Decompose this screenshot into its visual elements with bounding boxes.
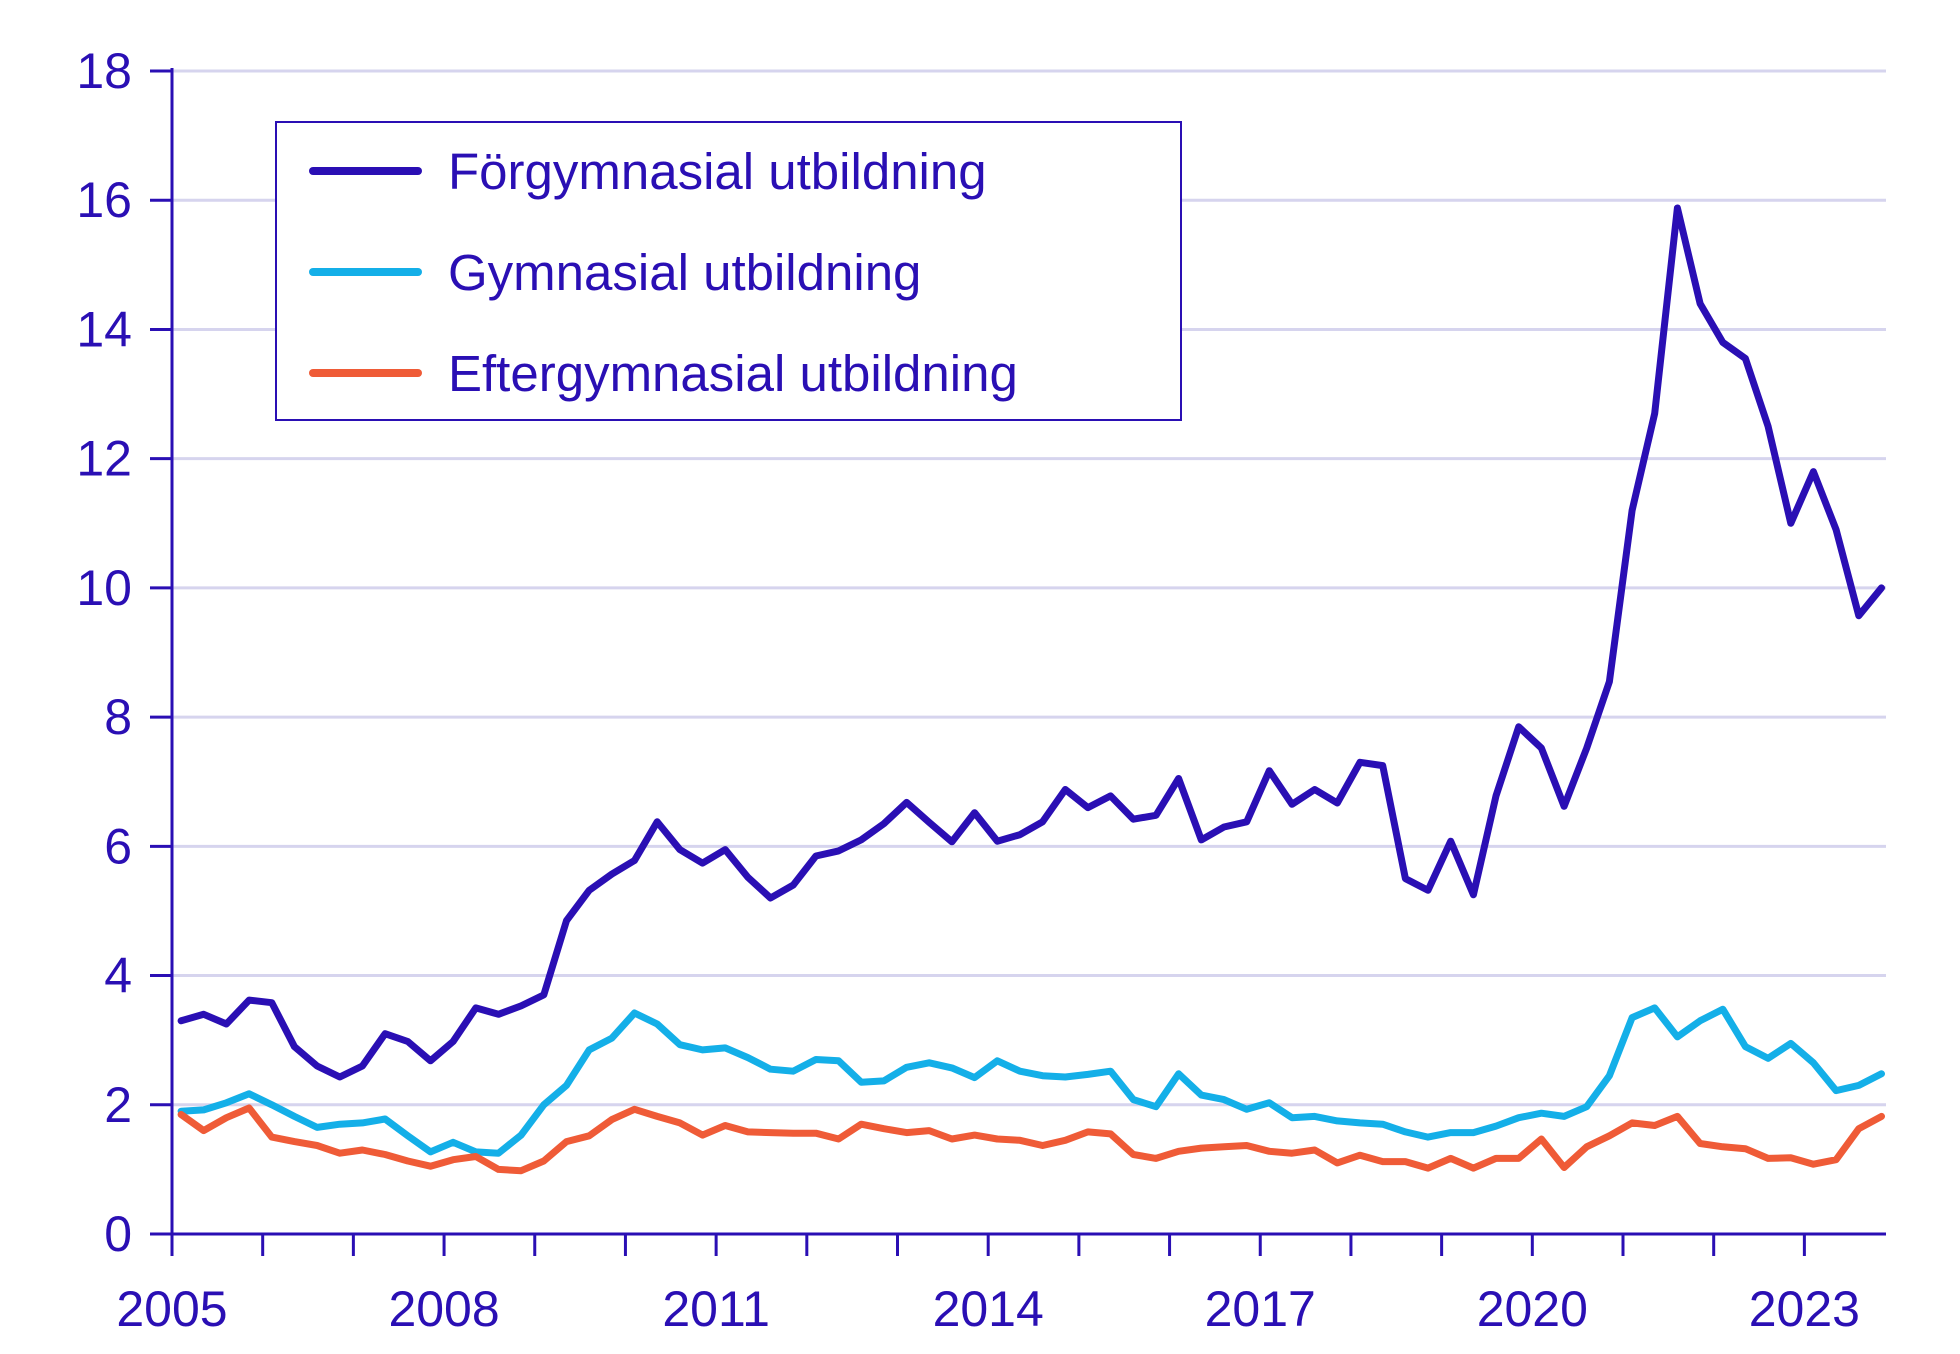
y-tick-label-10: 10 [76, 560, 132, 616]
x-tick-label-2005: 2005 [116, 1281, 227, 1337]
y-tick-label-12: 12 [76, 431, 132, 487]
series-line-2 [177, 1004, 1885, 1157]
x-tick-label-2017: 2017 [1205, 1281, 1316, 1337]
x-tick-label-2014: 2014 [933, 1281, 1044, 1337]
y-tick-label-6: 6 [104, 818, 132, 874]
legend-label-2: Gymnasial utbildning [448, 244, 921, 301]
legend-label-3: Eftergymnasial utbildning [448, 345, 1018, 402]
series [177, 204, 1885, 1175]
y-tick-label-0: 0 [104, 1206, 132, 1262]
x-tick-label-2011: 2011 [662, 1281, 770, 1337]
y-tick-label-18: 18 [76, 43, 132, 99]
x-tick-label-2023: 2023 [1749, 1281, 1860, 1337]
series-line-1 [177, 204, 1885, 1081]
series-line-3 [177, 1104, 1885, 1175]
legend-label-1: Förgymnasial utbildning [448, 143, 987, 200]
legend: Förgymnasial utbildning Gymnasial utbildn… [275, 121, 1182, 421]
legend-box [275, 121, 1182, 421]
x-tick-label-2008: 2008 [388, 1281, 499, 1337]
axes: 0 2 4 6 8 10 12 14 16 18 2005 2008 2011 2014 2017 2020 2… [76, 43, 1886, 1337]
y-tick-label-2: 2 [104, 1077, 132, 1133]
y-tick-label-14: 14 [76, 301, 132, 357]
y-tick-label-16: 16 [76, 172, 132, 228]
y-tick-label-8: 8 [104, 689, 132, 745]
y-tick-label-4: 4 [104, 948, 132, 1004]
x-tick-label-2020: 2020 [1477, 1281, 1588, 1337]
